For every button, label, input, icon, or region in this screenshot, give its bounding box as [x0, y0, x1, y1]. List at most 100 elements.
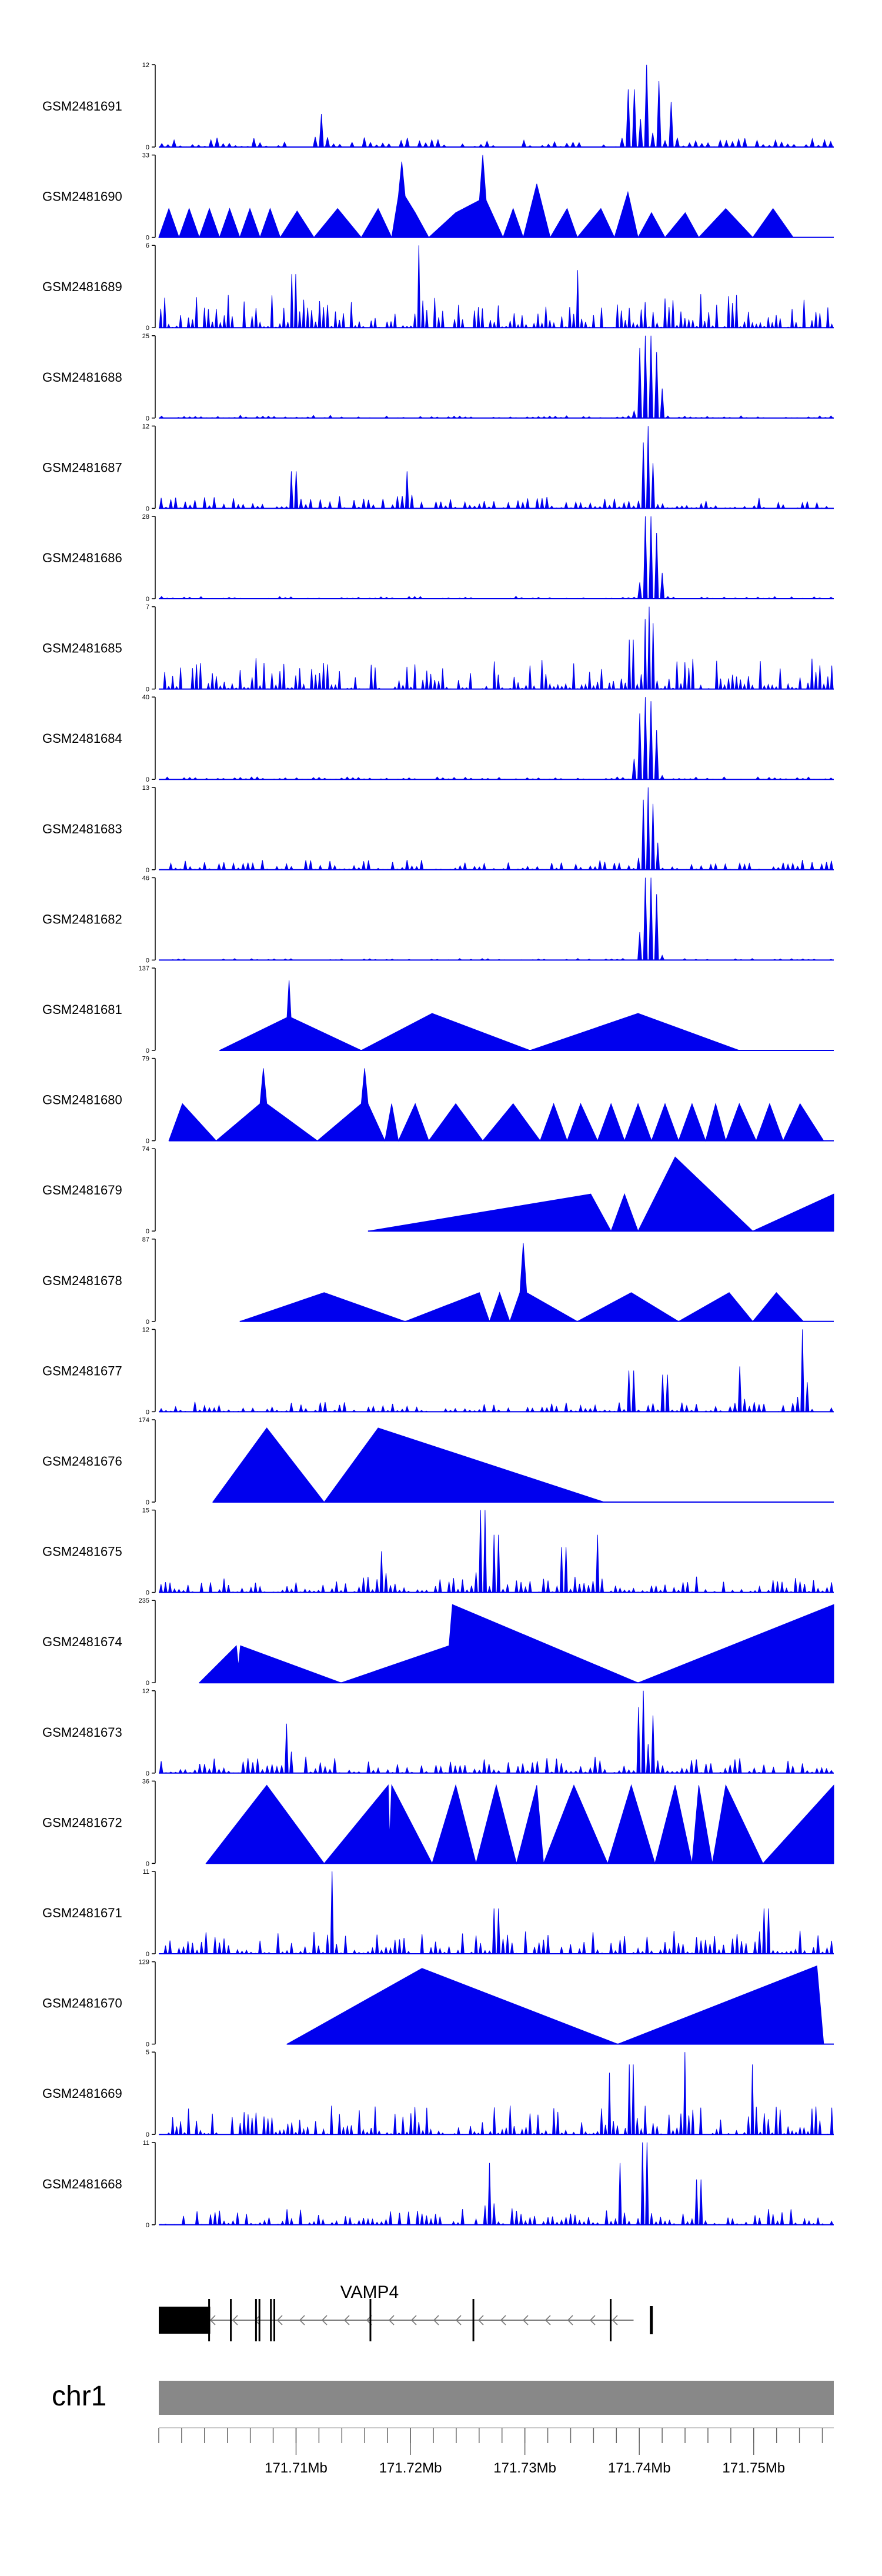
track-GSM2481673: GSM2481673 12 0	[42, 1688, 834, 1777]
gene-exon-mark	[369, 2299, 372, 2341]
signal-area	[159, 426, 834, 509]
track-GSM2481671: GSM2481671 11 0	[42, 1868, 834, 1958]
y-max-label: 36	[142, 1778, 149, 1785]
track-label: GSM2481688	[42, 370, 122, 385]
axis-tick-label: 171.71Mb	[265, 2460, 328, 2476]
track-label: GSM2481680	[42, 1093, 122, 1107]
y-zero-label: 0	[146, 1860, 149, 1867]
y-zero-label: 0	[146, 867, 149, 874]
signal-tracks: GSM2481691120GSM2481690330GSM248168960GS…	[42, 62, 834, 2229]
signal-area	[159, 1510, 834, 1593]
track-label: GSM2481682	[42, 912, 122, 926]
track-label: GSM2481689	[42, 279, 122, 294]
y-zero-label: 0	[146, 596, 149, 603]
y-max-label: 79	[142, 1056, 149, 1063]
axis-tick-label: 171.73Mb	[493, 2460, 556, 2476]
y-zero-label: 0	[146, 1770, 149, 1777]
y-max-label: 6	[146, 242, 149, 249]
y-zero-label: 0	[146, 415, 149, 422]
strand-arrow-icon	[500, 2315, 506, 2325]
y-zero-label: 0	[146, 1228, 149, 1235]
track-label: GSM2481679	[42, 1183, 122, 1197]
signal-area	[159, 2052, 834, 2135]
y-max-label: 33	[142, 152, 149, 159]
track-GSM2481685: GSM2481685 7 0	[42, 604, 834, 693]
y-max-label: 235	[139, 1597, 149, 1604]
gene-exon-mark	[270, 2299, 272, 2341]
strand-arrow-icon	[522, 2315, 529, 2325]
track-label: GSM2481671	[42, 1906, 122, 1920]
y-zero-label: 0	[146, 1409, 149, 1416]
signal-area	[159, 787, 834, 870]
chromosome-track: chr1	[52, 2381, 834, 2415]
gene-exon-mark	[258, 2299, 260, 2341]
strand-arrow-icon	[388, 2315, 395, 2325]
strand-arrow-icon	[232, 2315, 238, 2325]
track-label: GSM2481690	[42, 189, 122, 204]
signal-area	[159, 1871, 834, 1954]
track-label: GSM2481684	[42, 731, 122, 746]
y-zero-label: 0	[146, 2041, 149, 2048]
signal-area	[219, 980, 740, 1051]
y-max-label: 46	[142, 875, 149, 882]
y-max-label: 11	[143, 2140, 149, 2147]
track-GSM2481669: GSM2481669 5 0	[42, 2049, 834, 2138]
y-max-label: 7	[146, 604, 149, 611]
signal-area	[159, 245, 834, 328]
signal-area	[159, 1329, 834, 1412]
y-zero-label: 0	[146, 144, 149, 151]
signal-area	[159, 2142, 834, 2225]
y-zero-label: 0	[146, 1138, 149, 1145]
track-label: GSM2481674	[42, 1634, 122, 1649]
track-GSM2481678: GSM2481678 87 0	[42, 1236, 834, 1326]
strand-arrow-icon	[612, 2315, 618, 2325]
strand-arrow-icon	[209, 2315, 216, 2325]
gene-exon-mark	[273, 2299, 276, 2341]
y-zero-label: 0	[146, 1680, 149, 1687]
y-max-label: 28	[142, 513, 149, 520]
signal-area	[159, 335, 834, 419]
y-max-label: 12	[142, 62, 149, 69]
strand-arrow-icon	[477, 2315, 484, 2325]
strand-arrow-icon	[410, 2315, 417, 2325]
track-label: GSM2481669	[42, 2086, 122, 2101]
track-label: GSM2481676	[42, 1454, 122, 1469]
signal-area	[159, 697, 834, 780]
track-label: GSM2481681	[42, 1002, 122, 1017]
gene-exon-mark	[208, 2299, 211, 2341]
y-max-label: 13	[142, 785, 149, 792]
y-max-label: 74	[142, 1146, 149, 1153]
y-max-label: 129	[139, 1959, 149, 1966]
track-label: GSM2481685	[42, 641, 122, 656]
y-zero-label: 0	[146, 1319, 149, 1326]
y-max-label: 174	[139, 1417, 149, 1424]
y-zero-label: 0	[146, 1590, 149, 1597]
track-label: GSM2481677	[42, 1363, 122, 1378]
strand-arrow-icon	[343, 2315, 350, 2325]
track-label: GSM2481686	[42, 550, 122, 565]
genomic-axis: 171.71Mb 171.72Mb 171.73Mb 171.74Mb 171.75Mb	[158, 2427, 834, 2476]
track-GSM2481688: GSM2481688 25 0	[42, 333, 834, 422]
y-zero-label: 0	[146, 1951, 149, 1958]
y-max-label: 11	[143, 1868, 149, 1876]
gene-exon-mark	[255, 2299, 257, 2341]
signal-area	[158, 155, 794, 239]
track-GSM2481690: GSM2481690 33 0	[42, 152, 834, 242]
signal-area	[159, 1690, 834, 1774]
y-zero-label: 0	[146, 776, 149, 783]
track-GSM2481672: GSM2481672 36 0	[42, 1778, 834, 1867]
track-GSM2481668: GSM2481668 11 0	[42, 2140, 834, 2229]
track-GSM2481679: GSM2481679 74 0	[42, 1146, 834, 1235]
y-max-label: 25	[142, 333, 149, 340]
axis-tick-label: 171.74Mb	[608, 2460, 671, 2476]
signal-area	[212, 1427, 604, 1503]
strand-arrow-icon	[589, 2315, 596, 2325]
track-GSM2481680: GSM2481680 79 0	[42, 1056, 834, 1145]
track-label: GSM2481670	[42, 1996, 122, 2011]
track-GSM2481674: GSM2481674 235 0	[42, 1597, 834, 1687]
signal-area	[159, 606, 834, 690]
signal-area	[205, 1784, 834, 1865]
track-label: GSM2481672	[42, 1815, 122, 1830]
track-GSM2481687: GSM2481687 12 0	[42, 423, 834, 512]
